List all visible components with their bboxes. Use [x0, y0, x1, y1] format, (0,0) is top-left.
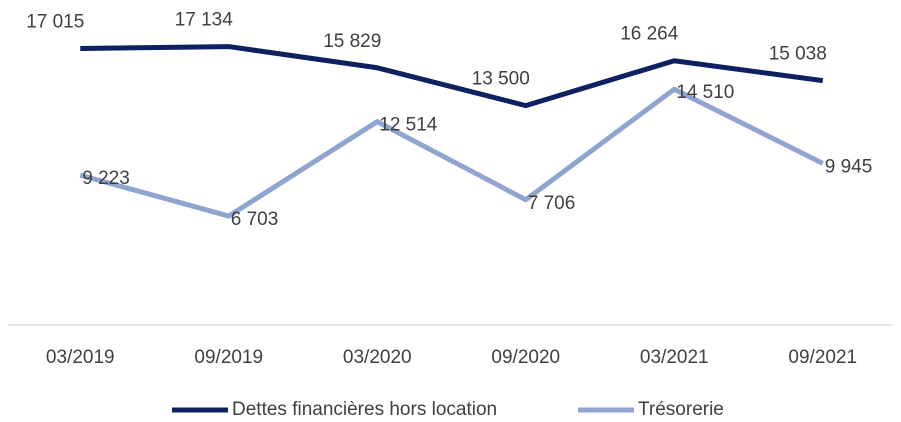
- data-label: 17 134: [175, 10, 234, 31]
- data-label: 13 500: [472, 69, 530, 90]
- data-label: 15 829: [323, 31, 381, 52]
- data-label: 9 945: [825, 156, 873, 177]
- data-label: 15 038: [769, 44, 827, 65]
- data-label: 17 015: [26, 12, 84, 33]
- x-tick-label: 03/2020: [343, 347, 412, 368]
- legend-label: Trésorerie: [638, 399, 724, 420]
- data-label: 9 223: [82, 168, 130, 189]
- x-tick-label: 03/2019: [46, 347, 115, 368]
- x-tick-label: 09/2021: [788, 347, 857, 368]
- data-label: 16 264: [620, 24, 679, 45]
- series-line: [79, 86, 824, 219]
- data-label: 7 706: [528, 193, 576, 214]
- data-label: 12 514: [379, 115, 438, 136]
- x-tick-label: 09/2020: [491, 347, 560, 368]
- legend-label: Dettes financières hors location: [232, 399, 497, 420]
- data-label: 14 510: [676, 82, 734, 103]
- data-label: 6 703: [231, 209, 279, 230]
- x-tick-label: 03/2021: [640, 347, 709, 368]
- series-line: [80, 44, 824, 109]
- x-tick-label: 09/2019: [194, 347, 263, 368]
